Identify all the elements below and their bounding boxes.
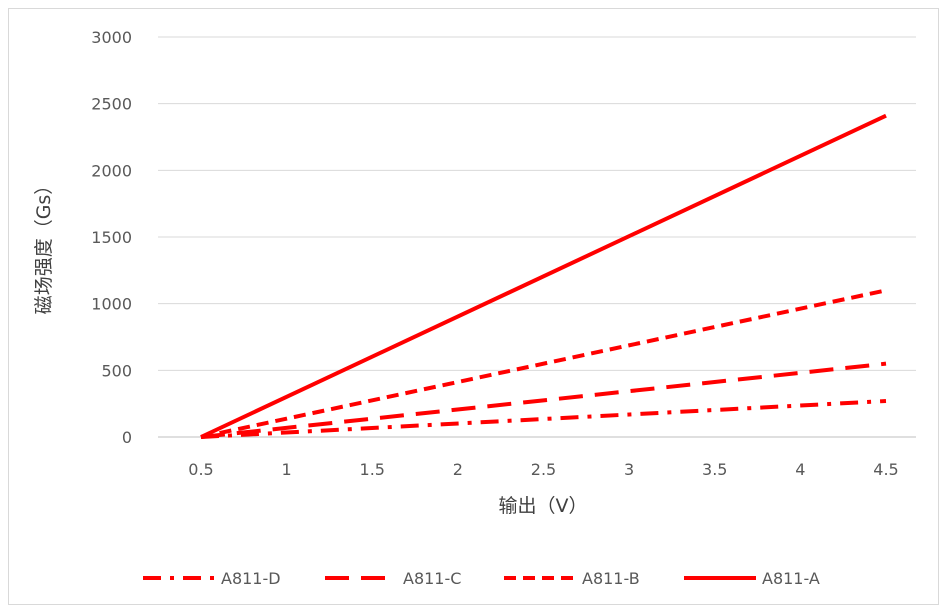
- legend-label-a811-c: A811-C: [403, 569, 461, 588]
- y-tick-label: 1000: [91, 295, 132, 314]
- x-tick-label: 4: [795, 460, 805, 479]
- y-tick-label: 2500: [91, 95, 132, 114]
- x-tick-label: 2: [453, 460, 463, 479]
- x-tick-label: 4.5: [873, 460, 898, 479]
- y-tick-label: 0: [122, 428, 132, 447]
- legend-label-a811-d: A811-D: [221, 569, 281, 588]
- chart-area: [8, 8, 939, 605]
- y-axis-ticks: 0 500 1000 1500 2000 2500 3000: [91, 28, 132, 447]
- x-axis-title: 输出（V）: [499, 495, 588, 517]
- legend: A811-D A811-C A811-B A811-A: [143, 569, 820, 588]
- y-tick-label: 500: [101, 361, 132, 380]
- series-line-a811-c: [200, 361, 887, 439]
- x-tick-label: 1.5: [360, 460, 385, 479]
- series-lines: [200, 113, 887, 439]
- series-line-a811-d: [200, 399, 887, 439]
- x-tick-label: 3.5: [702, 460, 727, 479]
- x-tick-label: 0.5: [188, 460, 213, 479]
- y-tick-label: 2000: [91, 161, 132, 180]
- series-line-a811-b: [200, 288, 887, 439]
- series-line-a811-a: [200, 113, 887, 439]
- grid-lines: [158, 36, 916, 438]
- y-tick-label: 3000: [91, 28, 132, 47]
- y-tick-label: 1500: [91, 228, 132, 247]
- x-axis-ticks: 0.5 1 1.5 2 2.5 3 3.5 4 4.5: [188, 460, 898, 479]
- legend-label-a811-a: A811-A: [762, 569, 820, 588]
- x-tick-label: 3: [624, 460, 634, 479]
- x-tick-label: 1: [282, 460, 292, 479]
- x-tick-label: 2.5: [531, 460, 556, 479]
- y-axis-title: 磁场强度（Gs）: [33, 176, 55, 315]
- legend-label-a811-b: A811-B: [582, 569, 640, 588]
